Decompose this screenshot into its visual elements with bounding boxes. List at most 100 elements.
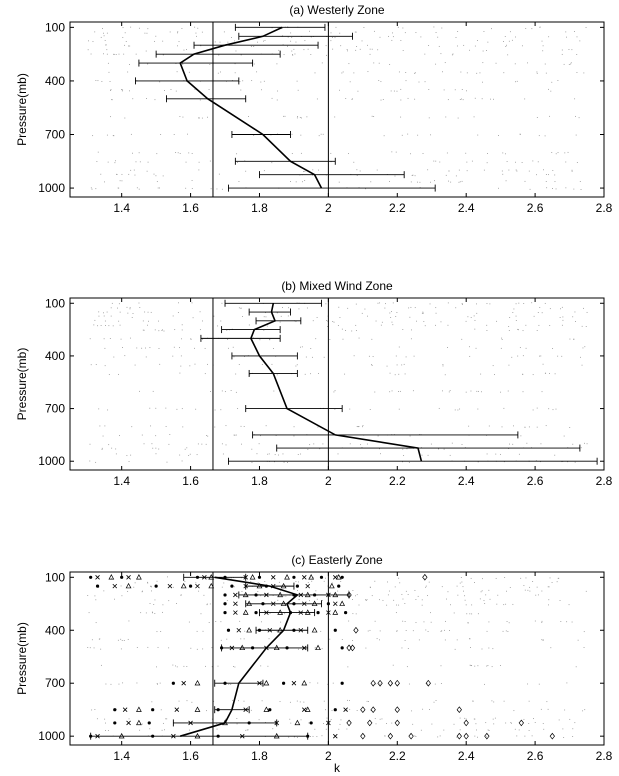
- sample-dot: [209, 63, 211, 65]
- sample-dot: [175, 665, 176, 667]
- sample-dot: [128, 45, 130, 47]
- sample-dot: [465, 604, 467, 606]
- sample-dot: [487, 41, 489, 43]
- sample-dot: [119, 180, 121, 182]
- sample-dot: [237, 700, 239, 702]
- sample-dot: [301, 346, 303, 348]
- data-point-triangle: [136, 719, 142, 726]
- sample-dot: [271, 363, 273, 365]
- sample-dot: [480, 373, 482, 375]
- sample-dot: [404, 621, 406, 622]
- data-point-diamond: [484, 732, 490, 740]
- sample-dot: [234, 63, 236, 65]
- sample-dot: [441, 27, 443, 29]
- sample-dot: [110, 683, 112, 685]
- sample-dot: [369, 586, 371, 588]
- sample-dot: [263, 329, 265, 331]
- sample-dot: [566, 36, 567, 38]
- sample-dot: [130, 454, 132, 456]
- sample-dot: [567, 461, 569, 463]
- sample-dot: [173, 134, 175, 136]
- sample-dot: [140, 612, 142, 614]
- sample-dot: [550, 647, 552, 649]
- sample-dot: [468, 425, 470, 427]
- sample-dot: [339, 32, 341, 34]
- sample-dot: [428, 45, 430, 46]
- data-point-diamond: [346, 644, 352, 652]
- sample-dot: [570, 62, 572, 64]
- sample-dot: [519, 133, 521, 135]
- sample-dot: [578, 117, 580, 119]
- sample-dot: [493, 98, 494, 100]
- sample-dot: [528, 700, 530, 702]
- sample-dot: [371, 115, 373, 117]
- sample-dot: [267, 665, 269, 667]
- sample-dot: [491, 700, 493, 702]
- sample-dot: [88, 612, 90, 614]
- sample-dot: [329, 638, 331, 640]
- sample-dot: [247, 729, 249, 731]
- sample-dot: [454, 89, 456, 91]
- sample-dot: [568, 64, 570, 65]
- x-tick-label: 2.2: [389, 474, 406, 488]
- sample-dot: [314, 72, 316, 74]
- axes-frame: [69, 21, 605, 198]
- sample-dot: [404, 603, 406, 604]
- sample-dot: [469, 49, 471, 51]
- sample-dot: [317, 682, 319, 684]
- sample-dot: [376, 169, 378, 171]
- sample-dot: [134, 364, 136, 366]
- sample-dot: [419, 187, 421, 189]
- sample-dot: [446, 152, 448, 154]
- sample-dot: [94, 319, 96, 321]
- sample-dot: [204, 347, 206, 349]
- sample-dot: [562, 319, 564, 321]
- sample-dot: [415, 599, 417, 600]
- sample-dot: [575, 134, 577, 136]
- sample-dot: [428, 89, 430, 90]
- sample-dot: [387, 594, 389, 596]
- sample-dot: [201, 117, 203, 119]
- sample-dot: [543, 169, 544, 171]
- sample-dot: [576, 36, 578, 38]
- sample-dot: [514, 161, 516, 163]
- sample-dot: [543, 728, 545, 730]
- sample-dot: [127, 590, 129, 592]
- sample-dot: [584, 442, 585, 444]
- sample-dot: [554, 373, 556, 375]
- sample-dot: [178, 700, 180, 702]
- sample-dot: [433, 701, 435, 703]
- sample-dot: [306, 116, 308, 118]
- sample-dot: [162, 54, 164, 56]
- sample-dot: [94, 709, 96, 710]
- sample-dot: [221, 188, 223, 190]
- sample-dot: [181, 460, 183, 462]
- sample-dot: [155, 447, 157, 449]
- sample-dot: [475, 303, 477, 305]
- sample-dot: [127, 312, 129, 314]
- sample-dot: [352, 599, 353, 600]
- sample-dot: [513, 308, 515, 310]
- sample-dot: [98, 315, 100, 317]
- sample-dot: [248, 324, 250, 326]
- sample-dot: [558, 719, 560, 721]
- sample-dot: [522, 391, 524, 393]
- sample-dot: [445, 620, 446, 622]
- sample-dot: [197, 443, 199, 445]
- sample-dot: [524, 180, 526, 182]
- sample-dot: [296, 364, 298, 366]
- sample-dot: [117, 307, 118, 309]
- data-point-triangle: [294, 719, 301, 726]
- sample-dot: [185, 161, 187, 163]
- sample-dot: [240, 89, 242, 91]
- sample-dot: [422, 708, 424, 710]
- sample-dot: [391, 39, 393, 41]
- sample-dot: [322, 133, 324, 135]
- sample-dot: [456, 639, 458, 641]
- sample-dot: [573, 338, 575, 340]
- sample-dot: [151, 443, 153, 445]
- sample-dot: [396, 364, 398, 366]
- sample-dot: [297, 590, 298, 592]
- sample-dot: [435, 63, 437, 65]
- sample-dot: [236, 723, 238, 725]
